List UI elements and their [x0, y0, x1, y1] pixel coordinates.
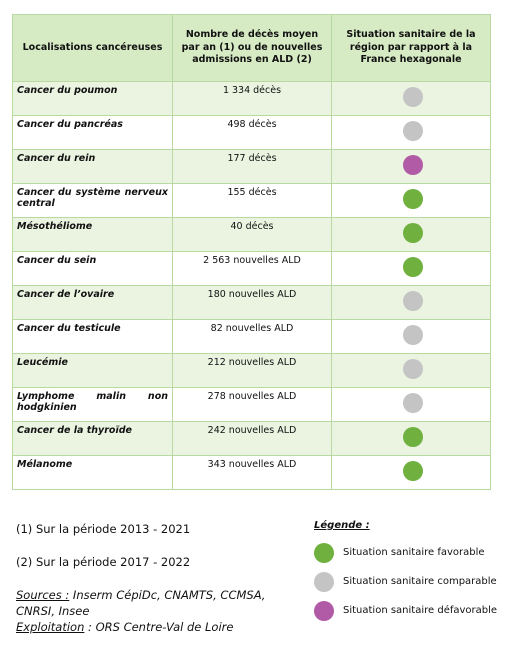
row: Cancer du rein 177 décès: [12, 149, 491, 184]
legend-dot: [314, 543, 334, 563]
value-cell: 177 décès: [172, 149, 332, 184]
status-cell: [331, 149, 491, 184]
status-cell: [331, 81, 491, 116]
value-cell: 1 334 décès: [172, 81, 332, 116]
row: Mésothéliome 40 décès: [12, 217, 491, 252]
status-cell: [331, 183, 491, 218]
note: (1) Sur la période 2013 - 2021: [16, 522, 191, 536]
sources-label: Sources :: [16, 588, 70, 602]
status-dot: [403, 359, 423, 379]
location-cell: Leucémie: [12, 353, 173, 388]
value-cell: 82 nouvelles ALD: [172, 319, 332, 354]
status-dot: [403, 325, 423, 345]
location-cell: Cancer du rein: [12, 149, 173, 184]
exploitation-text: : ORS Centre-Val de Loire: [84, 620, 234, 634]
status-dot: [403, 257, 423, 277]
status-dot: [403, 121, 423, 141]
status-dot: [403, 427, 423, 447]
status-dot: [403, 223, 423, 243]
location-cell: Cancer de l’ovaire: [12, 285, 173, 320]
sources: Sources : Inserm CépiDc, CNAMTS, CCMSA, …: [16, 588, 276, 619]
location-cell: Cancer du système nerveux central: [12, 183, 173, 218]
status-cell: [331, 285, 491, 320]
value-cell: 40 décès: [172, 217, 332, 252]
status-cell: [331, 115, 491, 150]
legend-title: Légende :: [314, 520, 370, 531]
status-dot: [403, 393, 423, 413]
location-cell: Mésothéliome: [12, 217, 173, 252]
sources-text: Inserm CépiDc, CNAMTS, CCMSA, CNRSI, Ins…: [16, 588, 266, 618]
location-cell: Cancer de la thyroïde: [12, 421, 173, 456]
row: Cancer de l’ovaire 180 nouvelles ALD: [12, 285, 491, 320]
status-dot: [403, 189, 423, 209]
row: Cancer du testicule 82 nouvelles ALD: [12, 319, 491, 354]
row: Leucémie 212 nouvelles ALD: [12, 353, 491, 388]
location-cell: Cancer du pancréas: [12, 115, 173, 150]
row: Cancer du système nerveux central 155 déc…: [12, 183, 491, 218]
status-dot: [403, 155, 423, 175]
value-cell: 278 nouvelles ALD: [172, 387, 332, 422]
location-cell: Cancer du poumon: [12, 81, 173, 116]
status-dot: [403, 461, 423, 481]
legend-label: Situation sanitaire favorable: [343, 547, 485, 558]
legend-title-text: Légende :: [314, 520, 370, 531]
status-cell: [331, 455, 491, 490]
row: Cancer de la thyroïde 242 nouvelles ALD: [12, 421, 491, 456]
row: Cancer du poumon 1 334 décès: [12, 81, 491, 116]
header-cell: Situation sanitaire de la région par rap…: [331, 14, 491, 82]
note: (2) Sur la période 2017 - 2022: [16, 555, 191, 569]
value-cell: 498 décès: [172, 115, 332, 150]
location-cell: Mélanome: [12, 455, 173, 490]
status-cell: [331, 421, 491, 456]
location-cell: Cancer du sein: [12, 251, 173, 286]
value-cell: 242 nouvelles ALD: [172, 421, 332, 456]
header-row: Localisations cancéreuses Nombre de décè…: [12, 14, 491, 82]
row: Mélanome 343 nouvelles ALD: [12, 455, 491, 490]
status-cell: [331, 353, 491, 388]
legend-dot: [314, 601, 334, 621]
status-cell: [331, 319, 491, 354]
row: Lymphome malin non hodgkinien 278 nouvell…: [12, 387, 491, 422]
exploitation: Exploitation : ORS Centre-Val de Loire: [16, 620, 233, 634]
status-dot: [403, 291, 423, 311]
table: Localisations cancéreuses Nombre de décè…: [12, 14, 491, 490]
legend-label: Situation sanitaire défavorable: [343, 605, 498, 616]
value-cell: 155 décès: [172, 183, 332, 218]
header-cell: Localisations cancéreuses: [12, 14, 173, 82]
status-cell: [331, 251, 491, 286]
legend-label: Situation sanitaire comparable: [343, 576, 497, 587]
exploitation-label: Exploitation: [16, 620, 85, 634]
status-dot: [403, 87, 423, 107]
status-cell: [331, 217, 491, 252]
row: Cancer du sein 2 563 nouvelles ALD: [12, 251, 491, 286]
legend-dot: [314, 572, 334, 592]
location-cell: Lymphome malin non hodgkinien: [12, 387, 173, 422]
value-cell: 212 nouvelles ALD: [172, 353, 332, 388]
row: Cancer du pancréas 498 décès: [12, 115, 491, 150]
header-cell: Nombre de décès moyen par an (1) ou de n…: [172, 14, 332, 82]
value-cell: 343 nouvelles ALD: [172, 455, 332, 490]
value-cell: 180 nouvelles ALD: [172, 285, 332, 320]
value-cell: 2 563 nouvelles ALD: [172, 251, 332, 286]
location-cell: Cancer du testicule: [12, 319, 173, 354]
status-cell: [331, 387, 491, 422]
